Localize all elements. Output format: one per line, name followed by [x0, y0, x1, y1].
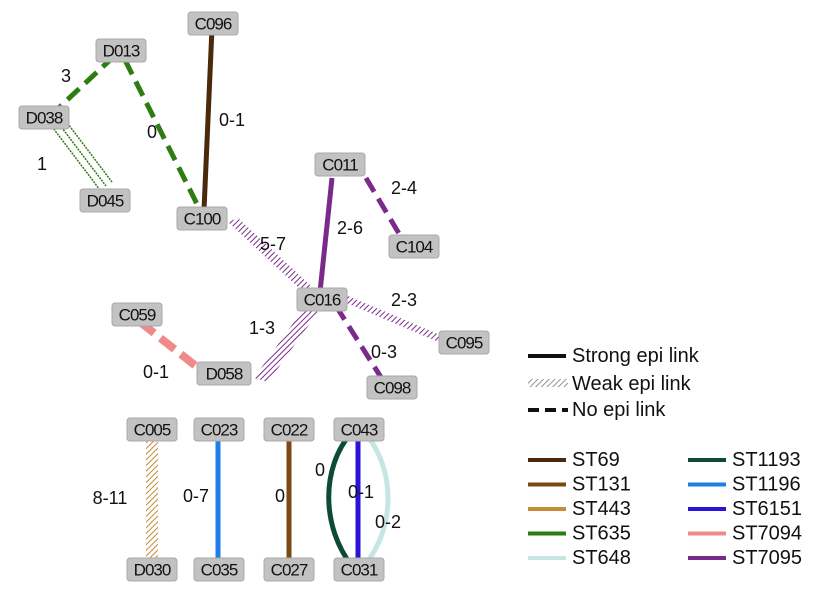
- node-d045[interactable]: D045: [79, 188, 131, 213]
- node-c043[interactable]: C043: [333, 417, 385, 442]
- node-d030[interactable]: D030: [126, 557, 178, 582]
- node-c005[interactable]: C005: [126, 417, 178, 442]
- edge-label-c043-c031-b: 0-1: [348, 482, 374, 502]
- edge-c016-c095: [330, 290, 452, 346]
- node-c100[interactable]: C100: [176, 206, 228, 231]
- edge-c043-c031-c: [362, 430, 391, 568]
- edge-c005-d030: [146, 438, 158, 562]
- edge-label-c096-c100: 0-1: [219, 110, 245, 130]
- node-label: C035: [201, 561, 238, 580]
- edge-label-c022-c027: 0: [275, 486, 285, 506]
- node-d038[interactable]: D038: [18, 105, 70, 130]
- edge-d013-c100: [122, 58, 203, 212]
- node-label: C104: [396, 238, 433, 257]
- legend-label-st131: ST131: [572, 474, 631, 496]
- edge-label-d013-c100: 0: [147, 122, 157, 142]
- node-c027[interactable]: C027: [263, 557, 315, 582]
- edge-label-c100-c016: 5-7: [260, 234, 286, 254]
- edge-label-c043-c031-a: 0: [315, 460, 325, 480]
- legend-label-st1193: ST1193: [732, 449, 801, 471]
- edge-label-c023-c035: 0-7: [183, 486, 209, 506]
- node-label: D038: [26, 109, 63, 128]
- node-label: C031: [341, 561, 378, 580]
- node-label: D045: [87, 192, 124, 211]
- legend-label-st648: ST648: [572, 547, 631, 569]
- edge-label-c011-c016: 2-6: [337, 218, 363, 238]
- node-label: C096: [195, 15, 232, 34]
- node-d058[interactable]: D058: [196, 361, 252, 386]
- legend-label-st1196: ST1196: [732, 474, 801, 496]
- node-label: C022: [271, 421, 308, 440]
- legend-link-types: Strong epi link Weak epi link No epi lin…: [528, 345, 700, 421]
- legend-strong-label: Strong epi link: [572, 345, 700, 367]
- edge-labels: 3 0 1 0-1 5-7 2-6 2-4 2-3 1-3 0-3 0-1 8-…: [37, 66, 417, 532]
- node-label: D030: [134, 561, 171, 580]
- edge-c016-d058: [254, 308, 318, 382]
- node-label: C098: [374, 379, 411, 398]
- legend-label-st69: ST69: [572, 449, 620, 471]
- node-c096[interactable]: C096: [187, 11, 239, 36]
- node-c059[interactable]: C059: [111, 302, 163, 327]
- node-c098[interactable]: C098: [366, 375, 418, 400]
- node-c022[interactable]: C022: [263, 417, 315, 442]
- legend-label-st7095: ST7095: [732, 547, 802, 569]
- node-c104[interactable]: C104: [388, 234, 440, 259]
- nodes: C096 D013 D038 D045 C100 C011 C104 C016 …: [18, 11, 490, 582]
- edge-label-d038-d045: 1: [37, 154, 47, 174]
- edge-c043-c031-a: [326, 430, 354, 568]
- legend-label-st7094: ST7094: [732, 523, 802, 545]
- edge-d038-d045: [49, 123, 101, 191]
- edge-c011-c104: [363, 176, 407, 244]
- node-label: C059: [119, 306, 156, 325]
- node-c095[interactable]: C095: [438, 330, 490, 355]
- node-c023[interactable]: C023: [193, 417, 245, 442]
- edge-label-c059-d058: 0-1: [143, 362, 169, 382]
- edge-c096-c100: [201, 27, 215, 211]
- legend-label-st443: ST443: [572, 498, 631, 520]
- node-label: C095: [446, 334, 483, 353]
- node-label: C016: [304, 291, 341, 310]
- node-label: C043: [341, 421, 378, 440]
- edge-d038-d045-stripe: [61, 115, 113, 183]
- node-label: D058: [206, 365, 243, 384]
- node-c011[interactable]: C011: [314, 152, 366, 177]
- node-label: C027: [271, 561, 308, 580]
- node-label: C005: [134, 421, 171, 440]
- edge-c059-d058: [137, 318, 209, 378]
- legend-label-st635: ST635: [572, 523, 631, 545]
- edge-c011-c016: [317, 177, 335, 293]
- edge-d038-d045-stripe: [55, 119, 107, 187]
- node-label: C100: [184, 210, 221, 229]
- node-d013[interactable]: D013: [95, 38, 147, 63]
- legend-weak-swatch: [528, 379, 568, 387]
- edge-label-c011-c104: 2-4: [391, 178, 417, 198]
- node-c031[interactable]: C031: [333, 557, 385, 582]
- legend-label-st6151: ST6151: [732, 498, 802, 520]
- edge-label-d038-d013: 3: [61, 66, 71, 86]
- edge-c016-c098: [333, 304, 387, 384]
- edge-label-c016-d058: 1-3: [249, 318, 275, 338]
- edge-label-c005-d030: 8-11: [93, 488, 128, 508]
- legend-weak-label: Weak epi link: [572, 373, 692, 395]
- edge-label-c016-c095: 2-3: [391, 290, 417, 310]
- node-label: C011: [322, 156, 358, 175]
- node-label: C023: [201, 421, 238, 440]
- node-c035[interactable]: C035: [193, 557, 245, 582]
- node-label: D013: [103, 42, 140, 61]
- edge-label-c043-c031-c: 0-2: [375, 512, 401, 532]
- legend: Strong epi link Weak epi link No epi lin…: [528, 345, 802, 569]
- edge-label-c016-c098: 0-3: [371, 342, 397, 362]
- edges: [48, 27, 452, 568]
- edge-c100-c016: [228, 218, 324, 302]
- legend-none-label: No epi link: [572, 399, 666, 421]
- node-c016[interactable]: C016: [296, 287, 348, 312]
